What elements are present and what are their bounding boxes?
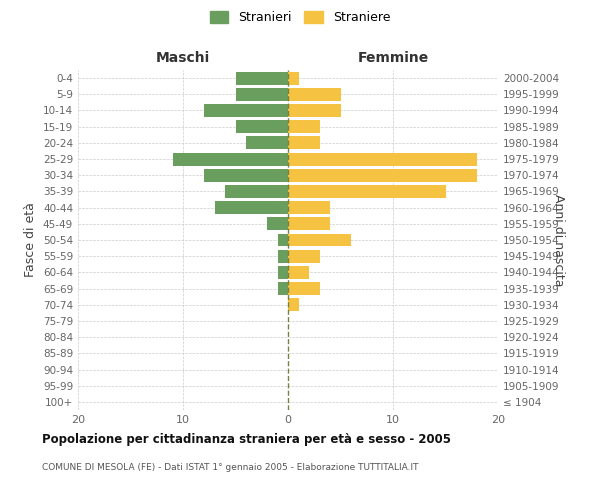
Bar: [267, 218, 288, 230]
Bar: [288, 266, 309, 279]
Bar: [288, 218, 330, 230]
Text: COMUNE DI MESOLA (FE) - Dati ISTAT 1° gennaio 2005 - Elaborazione TUTTITALIA.IT: COMUNE DI MESOLA (FE) - Dati ISTAT 1° ge…: [42, 462, 419, 471]
Bar: [288, 88, 341, 101]
Bar: [288, 120, 320, 133]
Bar: [288, 282, 320, 295]
Bar: [277, 266, 288, 279]
Bar: [288, 298, 299, 311]
Bar: [235, 88, 288, 101]
Bar: [288, 234, 351, 246]
Bar: [288, 169, 477, 181]
Text: Popolazione per cittadinanza straniera per età e sesso - 2005: Popolazione per cittadinanza straniera p…: [42, 432, 451, 446]
Y-axis label: Fasce di età: Fasce di età: [25, 202, 37, 278]
Bar: [288, 201, 330, 214]
Text: Maschi: Maschi: [156, 51, 210, 65]
Bar: [173, 152, 288, 166]
Bar: [277, 250, 288, 262]
Bar: [204, 169, 288, 181]
Bar: [288, 136, 320, 149]
Y-axis label: Anni di nascita: Anni di nascita: [552, 194, 565, 286]
Legend: Stranieri, Straniere: Stranieri, Straniere: [209, 11, 391, 24]
Bar: [235, 120, 288, 133]
Bar: [225, 185, 288, 198]
Bar: [288, 72, 299, 85]
Bar: [288, 152, 477, 166]
Bar: [215, 201, 288, 214]
Bar: [246, 136, 288, 149]
Bar: [277, 282, 288, 295]
Bar: [204, 104, 288, 117]
Bar: [277, 234, 288, 246]
Bar: [288, 185, 445, 198]
Bar: [288, 104, 341, 117]
Bar: [235, 72, 288, 85]
Bar: [288, 250, 320, 262]
Text: Femmine: Femmine: [358, 51, 428, 65]
